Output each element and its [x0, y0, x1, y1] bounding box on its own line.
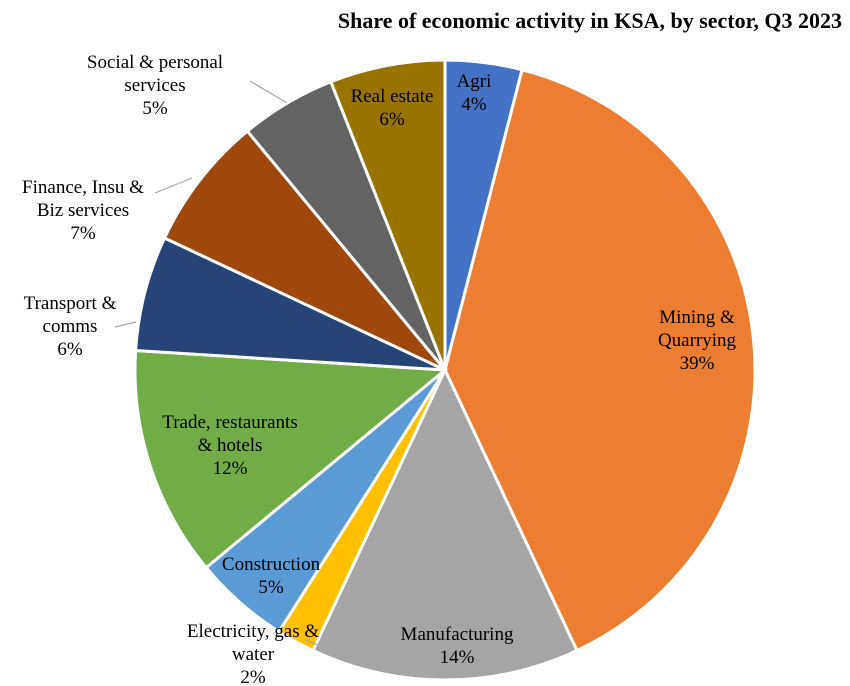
slice-labels: Agri 4% Mining & Quarrying 39% Manufacturing 1… [22, 52, 736, 686]
leader-line [249, 80, 288, 104]
slice-label: Manufacturing 14% [401, 624, 514, 668]
pie-slice [133, 348, 449, 570]
slice-label: Agri 4% [457, 71, 492, 115]
slice-label: Real estate 6% [351, 86, 434, 130]
slice-label: Finance, Insu & Biz services 7% [22, 177, 144, 244]
leader-line [304, 639, 321, 647]
slice-label: Transport & comms 6% [24, 293, 117, 360]
slice-label: Construction 5% [222, 554, 321, 598]
pie-slice [162, 129, 447, 372]
leader-lines [114, 80, 321, 647]
slice-label: Social & personal services 5% [87, 52, 223, 119]
chart-title: Share of economic activity in KSA, by se… [337, 8, 842, 33]
pie-slice [328, 58, 447, 371]
leader-line [114, 321, 137, 328]
pie-slices [133, 58, 757, 682]
leader-line [154, 177, 193, 194]
pie-slice [443, 67, 757, 653]
slice-label: Trade, restaurants & hotels 12% [162, 412, 297, 479]
slice-label: Electricity, gas & water 2% [187, 621, 319, 686]
slice-label: Mining & Quarrying 39% [658, 307, 737, 374]
pie-slice [311, 366, 579, 682]
